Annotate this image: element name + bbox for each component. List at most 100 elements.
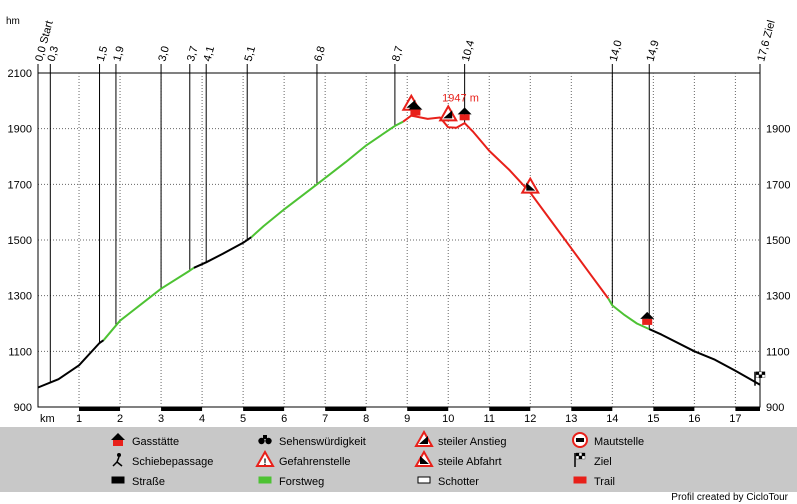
push-bike-leg (116, 461, 123, 467)
x-tick-label: 5 (240, 413, 246, 425)
flag-check (761, 371, 766, 375)
y-tick-label-right: 1300 (766, 291, 790, 303)
waypoint-lines (37, 64, 761, 388)
x-tick-label: 14 (606, 413, 618, 425)
x-tick-label: 6 (281, 413, 287, 425)
legend-item: Schotter (417, 476, 479, 488)
push-bike-icon (117, 453, 121, 457)
waypoint-label: 5,1 (243, 45, 259, 63)
km-scale-segment (325, 407, 367, 411)
x-tick-label: 1 (76, 413, 82, 425)
waypoint-label: 17,6 Ziel (755, 19, 778, 63)
flag-check (761, 374, 766, 378)
y-tick-label-right: 1700 (766, 179, 790, 191)
flag-check (758, 371, 763, 375)
waypoint-label: 6,8 (312, 45, 328, 63)
km-scale-segment (735, 407, 760, 411)
restaurant-icon-base (459, 114, 470, 121)
x-tick-label: 11 (484, 413, 495, 425)
toll-glyph (576, 438, 584, 442)
x-tick-label: 15 (647, 413, 659, 425)
y-tick-label-right: 1900 (766, 124, 790, 136)
binoculars-icon (258, 437, 265, 445)
legend: Gasstätte Sehenswürdigkeit steiler Anstieg… (111, 429, 644, 488)
y-tick-label-right: 1500 (766, 235, 790, 247)
legend-label: steile Abfahrt (438, 456, 502, 468)
x-tick-label: 13 (565, 413, 577, 425)
legend-item: steiler Anstieg (414, 429, 506, 448)
km-scale-segment (161, 407, 203, 411)
legend-item: Ziel (574, 452, 612, 468)
flag-check (578, 452, 583, 457)
profile-segment (402, 114, 610, 299)
y-axis-ticks-right: 900 1100 1300 1500 1700 1900 (766, 124, 790, 414)
restaurant-icon-base (642, 318, 653, 325)
waypoint-label: 3,0 (156, 45, 172, 63)
flag-check (758, 374, 763, 378)
slope-glyph (420, 456, 429, 464)
km-scale-segment (79, 407, 121, 411)
waypoint-label: 3,7 (185, 45, 201, 63)
flag-check (575, 452, 580, 457)
y-unit-label: hm (6, 16, 20, 27)
profile-segment (102, 266, 195, 341)
credit-text: Profil created by CicloTour (671, 492, 788, 503)
x-tick-label: 8 (363, 413, 369, 425)
y-axis-ticks: 900 1100 1300 1500 1700 1900 2100 (8, 68, 32, 414)
waypoint-label: 1,5 (95, 45, 111, 63)
danger-glyph: ! (264, 457, 267, 467)
route-markers (401, 93, 766, 386)
waypoint-label: 14,0 (608, 39, 625, 63)
legend-label: Schiebepassage (132, 456, 213, 468)
restaurant-icon (408, 102, 423, 110)
y-tick-label-right: 1100 (766, 346, 790, 358)
flag-check (578, 455, 583, 460)
y-tick-label: 2100 (8, 68, 32, 80)
km-scale-segment (653, 407, 695, 411)
x-tick-label: 17 (729, 413, 741, 425)
x-tick-label: 7 (322, 413, 328, 425)
y-tick-label-right: 900 (766, 402, 784, 414)
legend-panel (0, 427, 797, 492)
legend-label: Sehenswürdigkeit (279, 436, 366, 448)
legend-item: steile Abfahrt (414, 449, 502, 468)
km-scale-segment (407, 407, 449, 411)
profile-segment (607, 297, 650, 331)
x-tick-label: 4 (199, 413, 205, 425)
legend-item: Mautstelle (572, 432, 644, 448)
x-unit-label: km (40, 413, 55, 425)
y-tick-label: 1700 (8, 179, 32, 191)
waypoint-label: 1,9 (111, 45, 127, 63)
legend-label: Straße (132, 476, 165, 488)
legend-label: Gefahrenstelle (279, 456, 351, 468)
y-tick-label: 1100 (8, 346, 32, 358)
road-swatch (111, 476, 125, 484)
y-tick-label: 1900 (8, 124, 32, 136)
legend-item: Trail (573, 476, 615, 488)
x-tick-label: 16 (688, 413, 700, 425)
grid-lines (38, 73, 760, 407)
forest-road-swatch (258, 476, 272, 484)
legend-label: Mautstelle (594, 436, 644, 448)
km-scale-segment (243, 407, 285, 411)
legend-label: Schotter (438, 476, 479, 488)
y-tick-label: 1300 (8, 291, 32, 303)
restaurant-icon (640, 311, 655, 319)
km-scale-segment (571, 407, 613, 411)
legend-label: Ziel (594, 456, 612, 468)
restaurant-icon (457, 107, 472, 115)
restaurant-icon-base (410, 109, 421, 116)
slope-glyph (526, 182, 536, 191)
x-tick-label: 2 (117, 413, 123, 425)
binoculars-bridge (263, 435, 267, 439)
waypoint-label: 10,4 (460, 39, 477, 63)
binoculars-icon-right (265, 437, 272, 445)
waypoint-label: 4,1 (201, 45, 217, 63)
flag-check (755, 374, 760, 378)
x-axis: 1 2 3 4 5 6 7 8 9 10 11 12 13 14 15 16 17 (76, 407, 760, 425)
flag-check (581, 452, 586, 457)
peak-annotation: 1947 m (442, 93, 479, 105)
danger-icon (255, 449, 275, 467)
legend-label: Trail (594, 476, 615, 488)
